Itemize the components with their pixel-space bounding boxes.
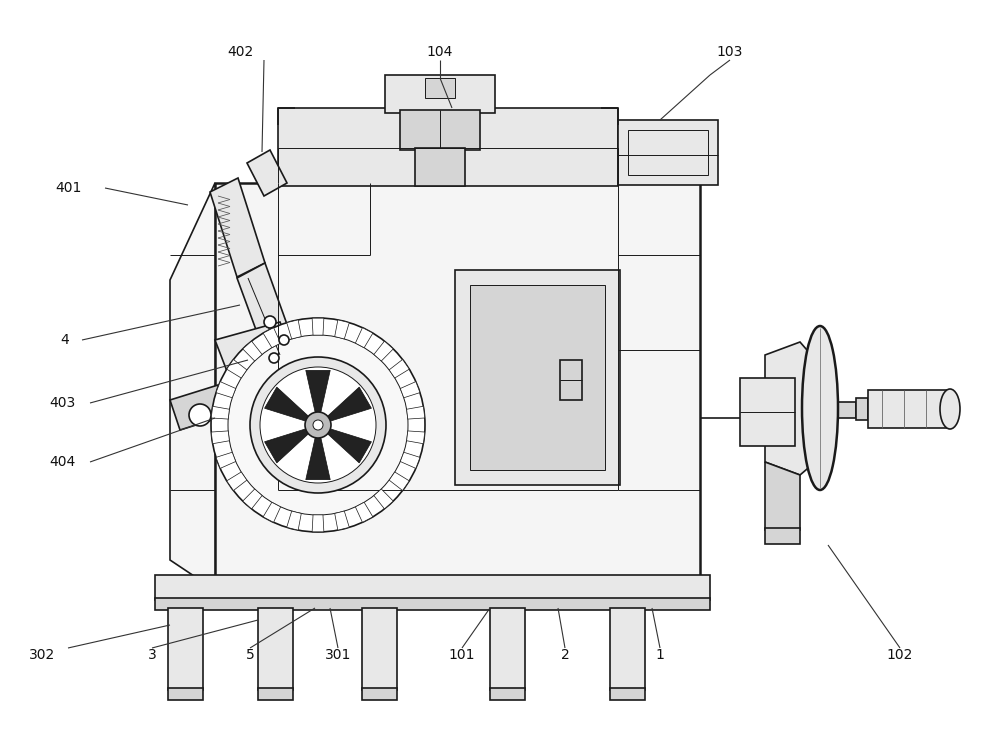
Bar — [838, 402, 856, 418]
Polygon shape — [170, 183, 215, 590]
Bar — [618, 120, 718, 185]
Polygon shape — [243, 341, 262, 361]
Circle shape — [264, 316, 276, 328]
Bar — [610, 608, 645, 690]
Bar — [415, 148, 465, 186]
Bar — [425, 78, 455, 98]
Polygon shape — [312, 319, 324, 335]
Bar — [868, 390, 950, 428]
Text: 301: 301 — [325, 648, 351, 662]
Polygon shape — [374, 489, 393, 509]
Polygon shape — [227, 472, 247, 490]
Bar — [215, 183, 700, 593]
Bar — [155, 598, 710, 610]
Circle shape — [189, 404, 211, 426]
Text: 404: 404 — [49, 455, 75, 469]
Polygon shape — [247, 150, 287, 196]
Text: 401: 401 — [55, 181, 81, 195]
Polygon shape — [211, 431, 229, 444]
Text: 302: 302 — [29, 648, 55, 662]
Polygon shape — [400, 453, 420, 468]
Polygon shape — [263, 328, 281, 348]
Circle shape — [269, 353, 279, 363]
Polygon shape — [407, 407, 425, 419]
Ellipse shape — [802, 326, 838, 490]
Text: 402: 402 — [227, 45, 253, 59]
Polygon shape — [215, 322, 308, 413]
Text: 5: 5 — [246, 648, 254, 662]
Polygon shape — [265, 387, 308, 421]
Circle shape — [260, 367, 376, 483]
Text: 101: 101 — [449, 648, 475, 662]
Polygon shape — [227, 359, 247, 378]
Bar — [610, 688, 645, 700]
Bar — [258, 688, 293, 700]
Bar — [856, 398, 868, 420]
Text: 2: 2 — [561, 648, 569, 662]
Polygon shape — [216, 453, 236, 468]
Polygon shape — [170, 385, 228, 430]
Polygon shape — [265, 429, 308, 463]
Polygon shape — [765, 462, 800, 530]
Circle shape — [250, 357, 386, 493]
Bar — [765, 528, 800, 544]
Polygon shape — [211, 407, 229, 419]
Bar — [490, 608, 525, 690]
Polygon shape — [407, 431, 425, 444]
Text: 104: 104 — [427, 45, 453, 59]
Polygon shape — [765, 342, 820, 475]
Polygon shape — [335, 320, 349, 339]
Bar — [168, 608, 203, 690]
Polygon shape — [389, 472, 409, 490]
Polygon shape — [312, 515, 324, 532]
Bar — [362, 608, 397, 690]
Bar — [400, 110, 480, 150]
Bar — [385, 75, 495, 113]
Polygon shape — [210, 178, 265, 277]
Polygon shape — [263, 502, 281, 523]
Bar — [560, 360, 582, 400]
Polygon shape — [389, 359, 409, 378]
Text: 403: 403 — [49, 396, 75, 410]
Bar — [278, 108, 618, 186]
Circle shape — [228, 335, 408, 515]
Bar — [490, 688, 525, 700]
Circle shape — [211, 318, 425, 532]
Polygon shape — [287, 511, 301, 530]
Polygon shape — [374, 341, 393, 361]
Circle shape — [313, 420, 323, 430]
Text: 103: 103 — [717, 45, 743, 59]
Polygon shape — [328, 387, 371, 421]
Polygon shape — [335, 511, 349, 530]
Polygon shape — [355, 502, 373, 523]
Polygon shape — [306, 370, 330, 413]
Polygon shape — [328, 429, 371, 463]
Text: 1: 1 — [656, 648, 664, 662]
Bar — [258, 608, 293, 690]
Polygon shape — [237, 263, 298, 368]
Text: 4: 4 — [61, 333, 69, 347]
Polygon shape — [306, 437, 330, 480]
Bar — [628, 130, 708, 175]
Circle shape — [279, 335, 289, 345]
Polygon shape — [400, 382, 420, 398]
Ellipse shape — [940, 389, 960, 429]
Text: 102: 102 — [887, 648, 913, 662]
Polygon shape — [243, 489, 262, 509]
Bar — [455, 270, 620, 485]
Bar — [168, 688, 203, 700]
Circle shape — [305, 412, 331, 438]
Bar — [470, 285, 605, 470]
Bar — [155, 575, 710, 600]
Text: 3: 3 — [148, 648, 156, 662]
Polygon shape — [216, 382, 236, 398]
Bar — [362, 688, 397, 700]
Polygon shape — [287, 320, 301, 339]
Polygon shape — [355, 328, 373, 348]
Bar — [740, 378, 795, 446]
